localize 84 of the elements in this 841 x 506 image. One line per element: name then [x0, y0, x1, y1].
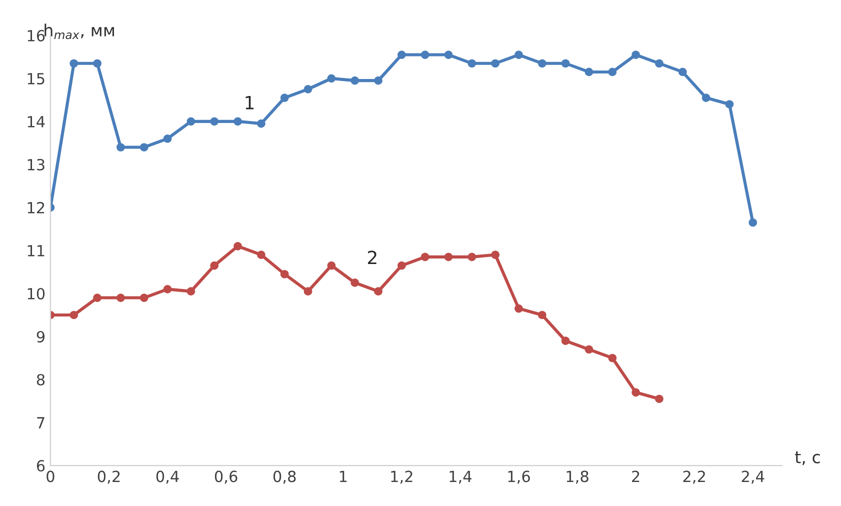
x-tick-label: 2,2: [683, 470, 705, 484]
point: [210, 117, 219, 126]
point: [234, 117, 242, 126]
point: [116, 143, 125, 152]
x-tick-label: 0: [46, 470, 54, 482]
point: [116, 294, 125, 302]
point: [468, 59, 476, 68]
point: [374, 76, 382, 85]
point: [584, 345, 594, 354]
y-tick-label: 10: [28, 288, 45, 300]
point: [491, 59, 500, 68]
y-tick-label: 16: [28, 30, 45, 42]
point: [280, 270, 289, 278]
point: [632, 388, 640, 397]
x-tick-label: 0,8: [273, 470, 296, 484]
point: [608, 68, 617, 76]
point: [327, 74, 336, 83]
point: [468, 252, 476, 262]
point: [163, 134, 172, 143]
point: [140, 294, 148, 302]
point: [327, 261, 336, 270]
point: [444, 252, 453, 262]
y-tick-label: 7: [37, 417, 44, 428]
annotation: 1: [246, 96, 254, 110]
point: [655, 394, 664, 404]
point: [420, 50, 430, 59]
point: [257, 250, 266, 259]
point: [444, 50, 453, 59]
point: [725, 100, 734, 108]
point: [491, 250, 500, 259]
point: [748, 218, 758, 227]
point: [163, 285, 172, 294]
point: [678, 68, 687, 76]
point: [70, 310, 78, 320]
point: [514, 50, 523, 59]
point: [186, 287, 196, 296]
point: [234, 242, 242, 250]
point: [257, 119, 266, 128]
x-tick-label: 2: [632, 470, 640, 482]
point: [561, 336, 570, 345]
point: [538, 59, 546, 68]
y-tick-label: 14: [28, 116, 45, 128]
point: [374, 287, 382, 296]
x-tick-label: 1,2: [391, 470, 412, 484]
point: [280, 94, 289, 102]
point: [210, 261, 219, 270]
point: [304, 85, 312, 94]
x-axis-title: t, с: [795, 451, 820, 466]
x-tick-label: 1,4: [450, 470, 472, 484]
point: [93, 294, 102, 302]
y-tick-label: 12: [28, 202, 44, 214]
point: [538, 310, 546, 320]
point: [420, 252, 430, 262]
y-axis-title: h$_{max}$, мм: [44, 24, 114, 40]
x-tick-label: 1,8: [566, 470, 588, 484]
y-tick-label: 15: [28, 73, 44, 84]
point: [584, 68, 594, 76]
point: [397, 261, 406, 270]
point: [350, 76, 359, 85]
point: [655, 59, 664, 68]
point: [186, 117, 196, 126]
point: [140, 143, 148, 152]
point: [514, 304, 523, 313]
point: [350, 278, 359, 287]
point: [397, 50, 406, 59]
x-tick-label: 1,6: [508, 470, 530, 484]
x-tick-label: 2,4: [742, 470, 764, 484]
y-tick-label: 6: [36, 460, 45, 472]
x-tick-label: 0,4: [156, 470, 179, 484]
point: [70, 59, 78, 68]
y-tick-label: 9: [36, 330, 45, 343]
y-tick-label: 13: [28, 158, 44, 170]
point: [561, 59, 570, 68]
point: [93, 59, 102, 68]
point: [608, 354, 617, 362]
point: [304, 287, 312, 296]
y-tick-label: 8: [36, 374, 45, 386]
point: [702, 94, 710, 102]
y-tick-label: 11: [28, 245, 44, 256]
point: [632, 50, 640, 59]
x-tick-label: 0,2: [98, 470, 120, 484]
x-tick-label: 1: [340, 470, 347, 482]
annotation: 2: [368, 250, 376, 264]
x-tick-label: 0,6: [214, 470, 238, 484]
